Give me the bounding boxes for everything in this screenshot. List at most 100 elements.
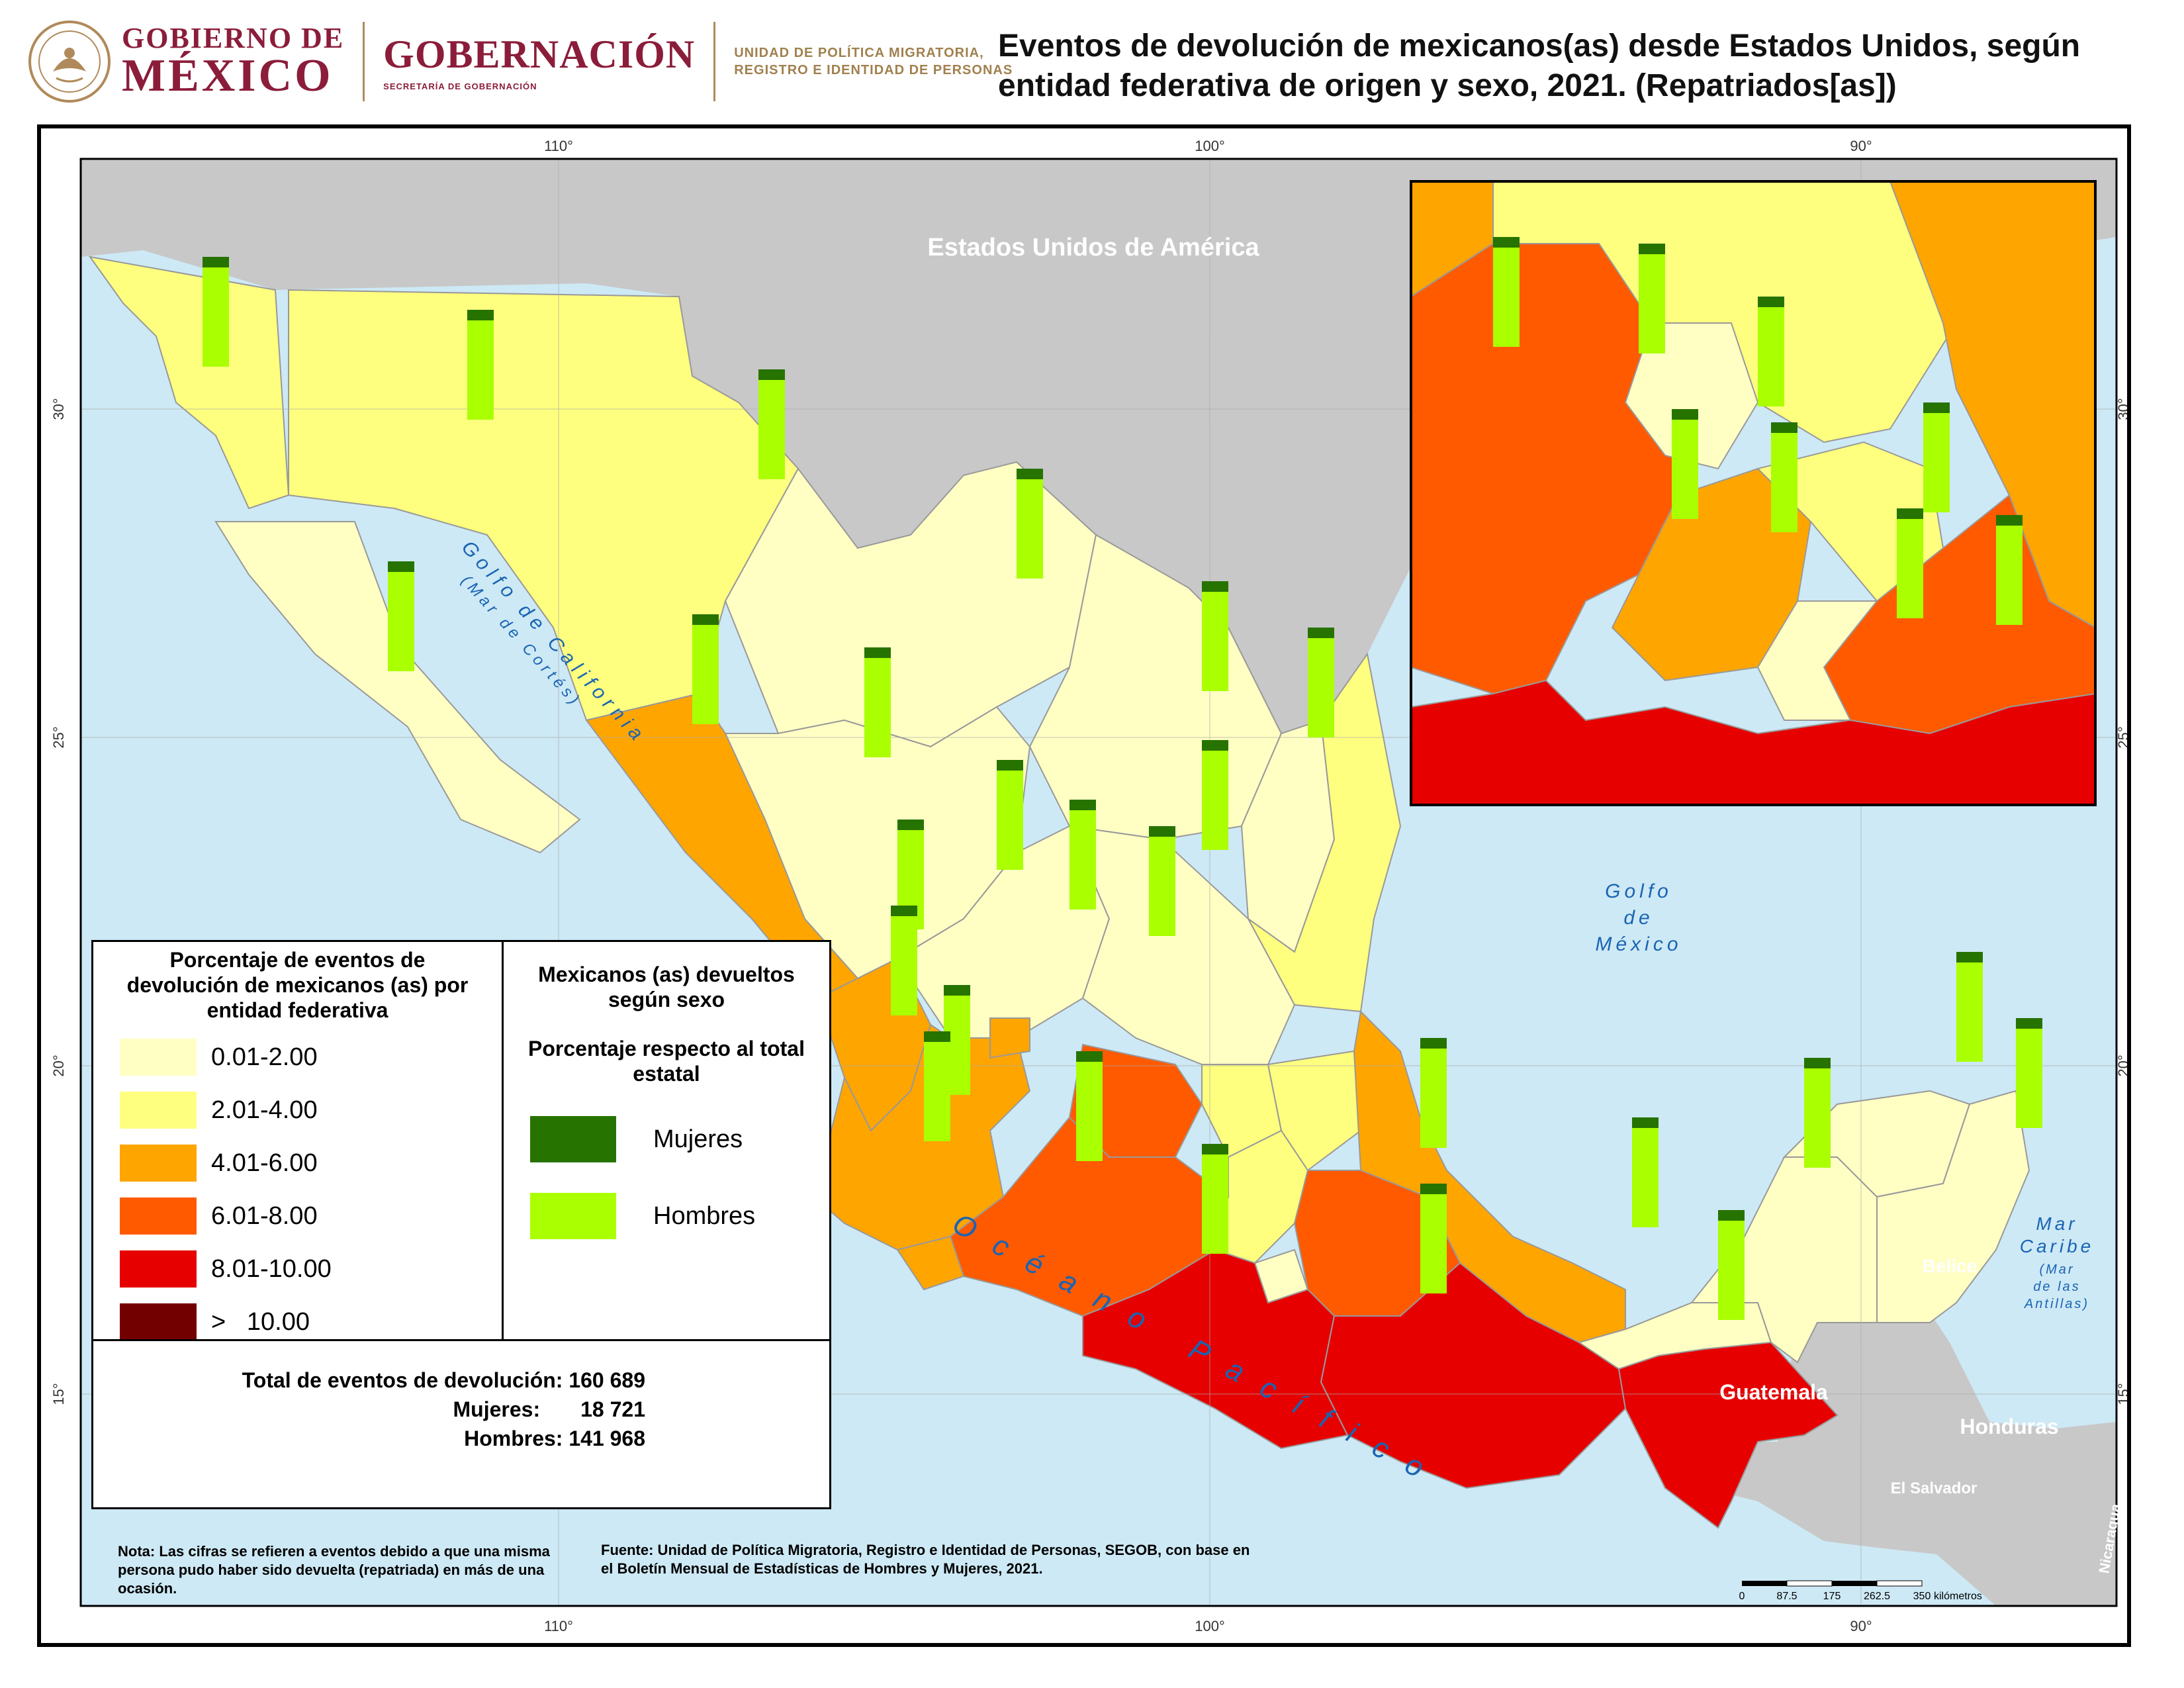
legend-row-mujeres: Mujeres: [517, 1113, 816, 1166]
legend-swatch: [120, 1197, 197, 1235]
scale-bar-segment: [1832, 1581, 1877, 1586]
state-colima[interactable]: [896, 1235, 965, 1291]
lon-bottom-110: 110°: [544, 1618, 573, 1634]
bar-mujeres: [203, 257, 229, 267]
brand-line2: MÉXICO: [122, 50, 334, 101]
state-quintana-roo[interactable]: [1876, 1090, 2030, 1323]
header-separator: [363, 22, 365, 101]
bar-mujeres: [1996, 515, 2023, 526]
header: GOBIERNO DE MÉXICO GOBERNACIÓN SECRETARÍ…: [0, 0, 2184, 119]
scale-tick-1: 87.5: [1776, 1591, 1797, 1602]
lon-bottom-90: 90°: [1850, 1618, 1872, 1634]
lat-left-15: 15°: [50, 1383, 67, 1405]
lon-top-110: 110°: [544, 138, 573, 154]
state-chiapas[interactable]: [1617, 1341, 1839, 1529]
scale-tick-3: 262.5: [1864, 1591, 1890, 1602]
bar-mujeres: [1308, 628, 1334, 638]
scale-unit: kilómetros: [1934, 1591, 1982, 1602]
state-aguascalientes[interactable]: [989, 1017, 1030, 1059]
state-tamaulipas[interactable]: [1248, 652, 1402, 1013]
map: 110° 100° 90° 110° 100° 90° 30° 25° 20° …: [50, 138, 2131, 1634]
bar-hombres: [864, 658, 891, 757]
mexico-seal-icon: [28, 21, 111, 103]
label-gulf-mexico-1: Golfo: [1605, 880, 1672, 902]
page-title: Eventos de devolución de mexicanos(as) d…: [998, 28, 2081, 103]
bar-hombres: [1639, 254, 1665, 353]
legend-swatch: [120, 1145, 197, 1182]
bar-hombres: [1897, 519, 1923, 618]
legend-swatch: [120, 1092, 197, 1129]
bar-mujeres: [944, 985, 970, 996]
brand-secretaria: GOBERNACIÓN: [383, 32, 696, 76]
legend-row: > 10.00: [120, 1295, 475, 1348]
total-label: Total de eventos de devolución:: [242, 1368, 563, 1392]
legend-row: 8.01-10.00: [120, 1243, 475, 1295]
bar-hombres: [1923, 413, 1950, 512]
bar-mujeres: [897, 820, 924, 830]
bar-mujeres: [2016, 1018, 2042, 1029]
state-hidalgo[interactable]: [1267, 1050, 1362, 1172]
unit-name: UNIDAD DE POLÍTICA MIGRATORIA, REGISTRO …: [734, 44, 1013, 79]
total-hombres-value: 141 968: [569, 1427, 645, 1450]
bar-mujeres: [1202, 581, 1228, 592]
legend-row: 6.01-8.00: [120, 1190, 475, 1243]
bar-mujeres: [997, 760, 1023, 771]
bar-hombres: [1956, 962, 1983, 1062]
header-separator-2: [713, 22, 716, 101]
bar-mujeres: [1639, 244, 1665, 254]
legend-swatch: [120, 1039, 197, 1076]
label-usa: Estados Unidos de América: [927, 234, 1259, 261]
legend-row: 2.01-4.00: [120, 1084, 475, 1137]
state-baja-california[interactable]: [88, 256, 290, 510]
bar-mujeres: [1202, 740, 1228, 751]
lat-left-25: 25°: [50, 726, 67, 748]
bar-mujeres: [1632, 1117, 1659, 1128]
total-value: 160 689: [569, 1368, 645, 1392]
label-caribbean-3: (Mar: [2039, 1262, 2074, 1277]
label-guatemala: Guatemala: [1719, 1380, 1828, 1404]
bar-mujeres: [924, 1031, 950, 1042]
scale-tick-0: 0: [1739, 1591, 1745, 1602]
legend-class-label: > 10.00: [211, 1307, 310, 1336]
state-baja-california-sur[interactable]: [214, 521, 581, 854]
source: Fuente: Unidad de Política Migratoria, R…: [601, 1542, 1250, 1577]
unit-line2: REGISTRO E IDENTIDAD DE PERSONAS: [734, 63, 1013, 77]
legend-class-label: 0.01-2.00: [211, 1043, 318, 1071]
bar-hombres: [1493, 248, 1520, 347]
bar-hombres: [758, 380, 785, 479]
brand-gobernacion: GOBERNACIÓN SECRETARÍA DE GOBERNACIÓN: [383, 32, 695, 91]
bar-mujeres: [1420, 1038, 1447, 1049]
bar-mujeres: [1897, 508, 1923, 519]
bar-mujeres: [1076, 1051, 1103, 1062]
bar-hombres: [1076, 1062, 1103, 1161]
bar-mujeres: [1420, 1184, 1447, 1194]
bar-hombres: [1017, 479, 1043, 579]
bar-mujeres: [1017, 469, 1043, 479]
bar-mujeres: [388, 561, 414, 572]
label-el-salvador: El Salvador: [1891, 1479, 1978, 1497]
totals-row-mujeres: Mujeres: 18 721: [93, 1395, 645, 1424]
lat-left-30: 30°: [50, 398, 67, 420]
mujeres-swatch: [530, 1116, 616, 1162]
bar-hombres: [1308, 638, 1334, 737]
bar-mujeres: [692, 614, 719, 625]
bar-hombres: [467, 320, 494, 420]
legend-class-label: 8.01-10.00: [211, 1254, 332, 1283]
label-gulf-mexico-3: México: [1595, 933, 1682, 955]
legend-divider: [91, 1339, 831, 1341]
lon-bottom-100: 100°: [1195, 1618, 1225, 1634]
inset-region-pale-c: [1624, 322, 1759, 470]
sex-legend-title: Mexicanos (as) devueltos según sexo: [538, 962, 795, 1011]
bar-mujeres: [1202, 1144, 1228, 1154]
bar-hombres: [1202, 751, 1228, 850]
bar-mujeres: [1718, 1210, 1745, 1221]
bar-hombres: [2016, 1029, 2042, 1128]
inset-region-pale-s: [1756, 600, 1879, 721]
bar-hombres: [388, 572, 414, 671]
inset-map: [1410, 180, 2097, 806]
map-frame: [37, 124, 2131, 1647]
lon-top-90: 90°: [1850, 138, 1872, 154]
bar-hombres: [924, 1042, 950, 1141]
label-belize: Belice: [1923, 1256, 1978, 1276]
map-inner-border: [79, 158, 2118, 1607]
